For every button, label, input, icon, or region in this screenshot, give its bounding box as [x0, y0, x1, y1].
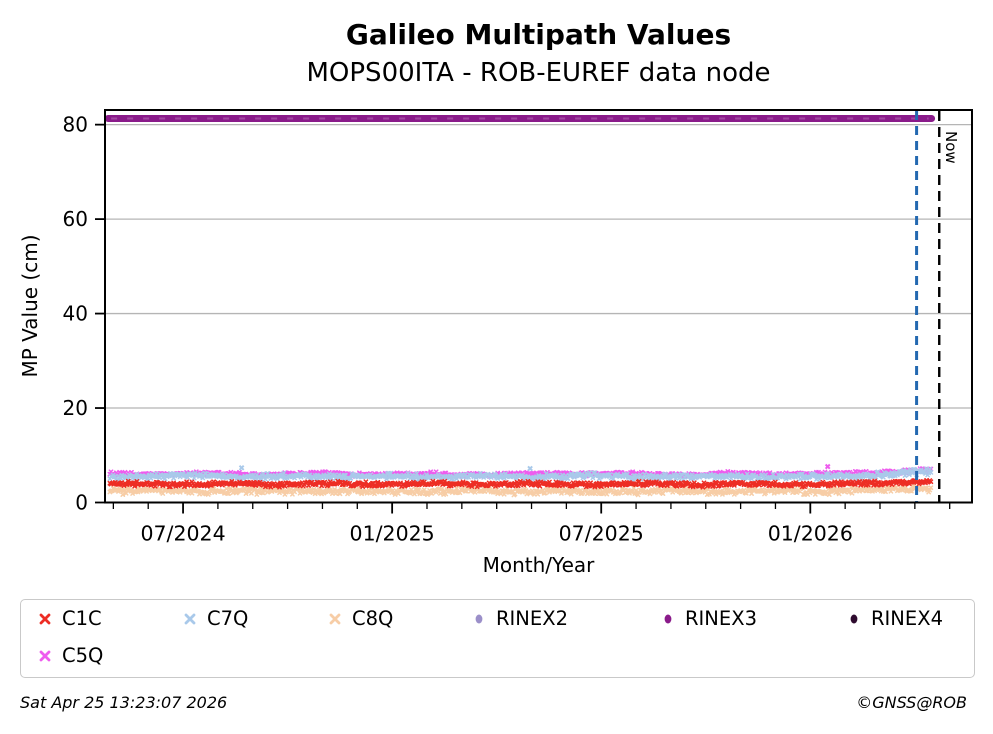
chart-subtitle: MOPS00ITA - ROB-EUREF data node	[306, 58, 771, 88]
legend-label-c5q: C5Q	[62, 644, 104, 667]
credit-watermark: ©GNSS@ROB	[856, 693, 967, 712]
plot-frame	[104, 109, 973, 504]
legend-label-rinex3: RINEX3	[685, 607, 757, 630]
legend-item-c7q: C7Q	[182, 607, 248, 631]
rinex4-legend-marker-icon	[850, 614, 858, 624]
outlier-c7q	[238, 464, 245, 471]
outlier-c5q	[824, 463, 831, 470]
y-tick-label: 40	[63, 302, 88, 326]
legend-label-rinex4: RINEX4	[871, 607, 943, 630]
legend-item-c5q: C5Q	[37, 644, 103, 668]
rinex2-legend-marker-icon	[475, 614, 483, 624]
x-tick-label: 01/2025	[350, 522, 435, 546]
c7q-legend-marker-icon	[184, 613, 196, 625]
legend-item-c1c: C1C	[37, 607, 102, 631]
legend-item-rinex2: RINEX2	[471, 607, 568, 631]
plot-timestamp: Sat Apr 25 13:23:07 2026	[20, 693, 228, 712]
x-tick-label: 01/2026	[768, 522, 853, 546]
legend-label-rinex2: RINEX2	[496, 607, 568, 630]
rinex3-legend-marker-icon	[664, 614, 672, 624]
legend-label-c8q: C8Q	[352, 607, 394, 630]
y-tick-label: 60	[63, 207, 88, 231]
series-c8q-points	[107, 483, 934, 498]
legend-item-rinex3: RINEX3	[660, 607, 757, 631]
c1c-legend-marker-icon	[39, 613, 51, 625]
legend-item-rinex4: RINEX4	[846, 607, 943, 631]
c5q-legend-marker-icon	[39, 650, 51, 662]
y-tick-label: 20	[63, 396, 88, 420]
x-tick-label: 07/2025	[559, 522, 644, 546]
series-c7q-points	[107, 466, 934, 483]
c8q-legend-marker-icon	[329, 613, 341, 625]
series-c1c-points	[107, 477, 934, 490]
outlier-c7q	[527, 465, 533, 472]
chart-title: Galileo Multipath Values	[345, 18, 732, 51]
legend-label-c1c: C1C	[62, 607, 102, 630]
y-tick-label: 80	[63, 113, 88, 137]
legend-box: C1C C7Q C8Q RINEX2 RINEX3 RINEX4 C5Q	[20, 599, 975, 678]
legend-item-c8q: C8Q	[327, 607, 393, 631]
x-tick-label: 07/2024	[140, 522, 225, 546]
x-axis-label: Month/Year	[482, 553, 595, 577]
now-label: Now	[942, 131, 960, 164]
y-tick-label: 0	[75, 491, 88, 515]
legend-label-c7q: C7Q	[207, 607, 249, 630]
